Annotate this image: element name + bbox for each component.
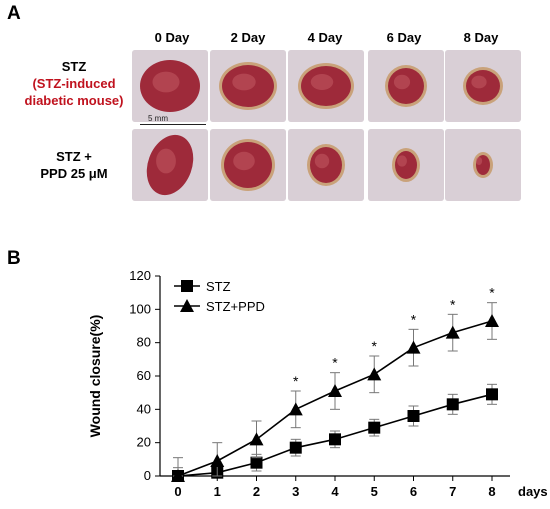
panel-b-letter: B bbox=[7, 248, 21, 269]
wound-photo bbox=[368, 129, 444, 201]
x-tick-label: 2 bbox=[253, 484, 260, 499]
y-tick-label: 0 bbox=[144, 468, 151, 483]
row-label-stz: STZ (STZ-induced diabetic mouse) bbox=[14, 58, 134, 109]
wound-photo bbox=[210, 129, 286, 201]
data-point-square bbox=[289, 441, 302, 454]
x-tick-label: 8 bbox=[488, 484, 495, 499]
legend-marker-square bbox=[181, 280, 193, 292]
y-axis-label: Wound closure(%) bbox=[87, 315, 103, 438]
wound-photo bbox=[445, 50, 521, 122]
data-point-square bbox=[407, 410, 420, 422]
row-label-stz-line2: (STZ-induced bbox=[32, 76, 116, 91]
wound-photo bbox=[132, 129, 208, 201]
y-tick-label: 100 bbox=[129, 301, 151, 316]
x-axis-label: days bbox=[518, 484, 548, 499]
row-label-stz-line1: STZ bbox=[61, 59, 87, 74]
day-label-8: 8 Day bbox=[463, 30, 499, 45]
data-point-square bbox=[486, 388, 498, 401]
data-point-square bbox=[446, 398, 459, 411]
panel-a-letter: A bbox=[7, 3, 21, 24]
wound-photo bbox=[288, 50, 364, 122]
x-tick-label: 3 bbox=[292, 484, 299, 499]
wound-photo bbox=[368, 50, 444, 122]
x-tick-label: 1 bbox=[214, 484, 221, 499]
wound-photo bbox=[288, 129, 364, 201]
y-tick-label: 80 bbox=[137, 335, 151, 350]
x-tick-label: 4 bbox=[331, 484, 339, 499]
legend-label: STZ bbox=[206, 279, 231, 294]
row-label-stz-line3: diabetic mouse) bbox=[24, 93, 124, 108]
scale-bar: 5 mm bbox=[140, 114, 208, 126]
data-point-square bbox=[329, 433, 341, 446]
row-label-stz-ppd-line2: PPD 25 μM bbox=[40, 166, 108, 181]
scale-bar-line bbox=[140, 124, 206, 125]
significance-star: * bbox=[332, 355, 338, 371]
data-point-triangle bbox=[485, 314, 499, 327]
data-point-triangle bbox=[210, 454, 225, 467]
x-tick-label: 0 bbox=[174, 484, 181, 499]
data-point-triangle bbox=[288, 402, 303, 416]
data-point-triangle bbox=[406, 340, 421, 354]
day-label-4: 4 Day bbox=[307, 30, 343, 45]
data-point-triangle bbox=[328, 384, 342, 397]
data-point-square bbox=[250, 456, 263, 469]
legend-marker-triangle bbox=[180, 299, 194, 312]
row-label-stz-ppd: STZ + PPD 25 μM bbox=[14, 148, 134, 182]
data-point-square bbox=[368, 421, 381, 434]
significance-star: * bbox=[489, 285, 495, 301]
y-tick-label: 20 bbox=[137, 435, 151, 450]
wound-photo bbox=[445, 129, 521, 201]
significance-star: * bbox=[372, 338, 378, 354]
significance-star: * bbox=[411, 311, 417, 327]
scale-bar-label: 5 mm bbox=[148, 114, 168, 123]
data-point-triangle bbox=[445, 325, 460, 339]
legend-label: STZ+PPD bbox=[206, 299, 265, 314]
data-point-triangle bbox=[171, 469, 185, 482]
y-tick-label: 60 bbox=[137, 368, 151, 383]
data-point-triangle bbox=[367, 367, 382, 381]
wound-photo bbox=[210, 50, 286, 122]
y-tick-label: 120 bbox=[129, 268, 151, 283]
data-point-triangle bbox=[249, 432, 264, 446]
x-tick-label: 5 bbox=[371, 484, 378, 499]
x-tick-label: 6 bbox=[410, 484, 417, 499]
day-label-6: 6 Day bbox=[386, 30, 422, 45]
wound-closure-chart: 0 20 40 60 80 100 120 0 1 2 3 4 5 6 7 8 days Wound closur… bbox=[87, 268, 548, 499]
y-tick-label: 40 bbox=[137, 401, 151, 416]
significance-star: * bbox=[450, 296, 456, 312]
row-label-stz-ppd-line1: STZ + bbox=[56, 149, 92, 164]
day-label-0: 0 Day bbox=[154, 30, 190, 45]
x-tick-label: 7 bbox=[449, 484, 456, 499]
day-label-2: 2 Day bbox=[230, 30, 266, 45]
significance-star: * bbox=[293, 373, 299, 389]
wound-photo bbox=[132, 50, 208, 122]
